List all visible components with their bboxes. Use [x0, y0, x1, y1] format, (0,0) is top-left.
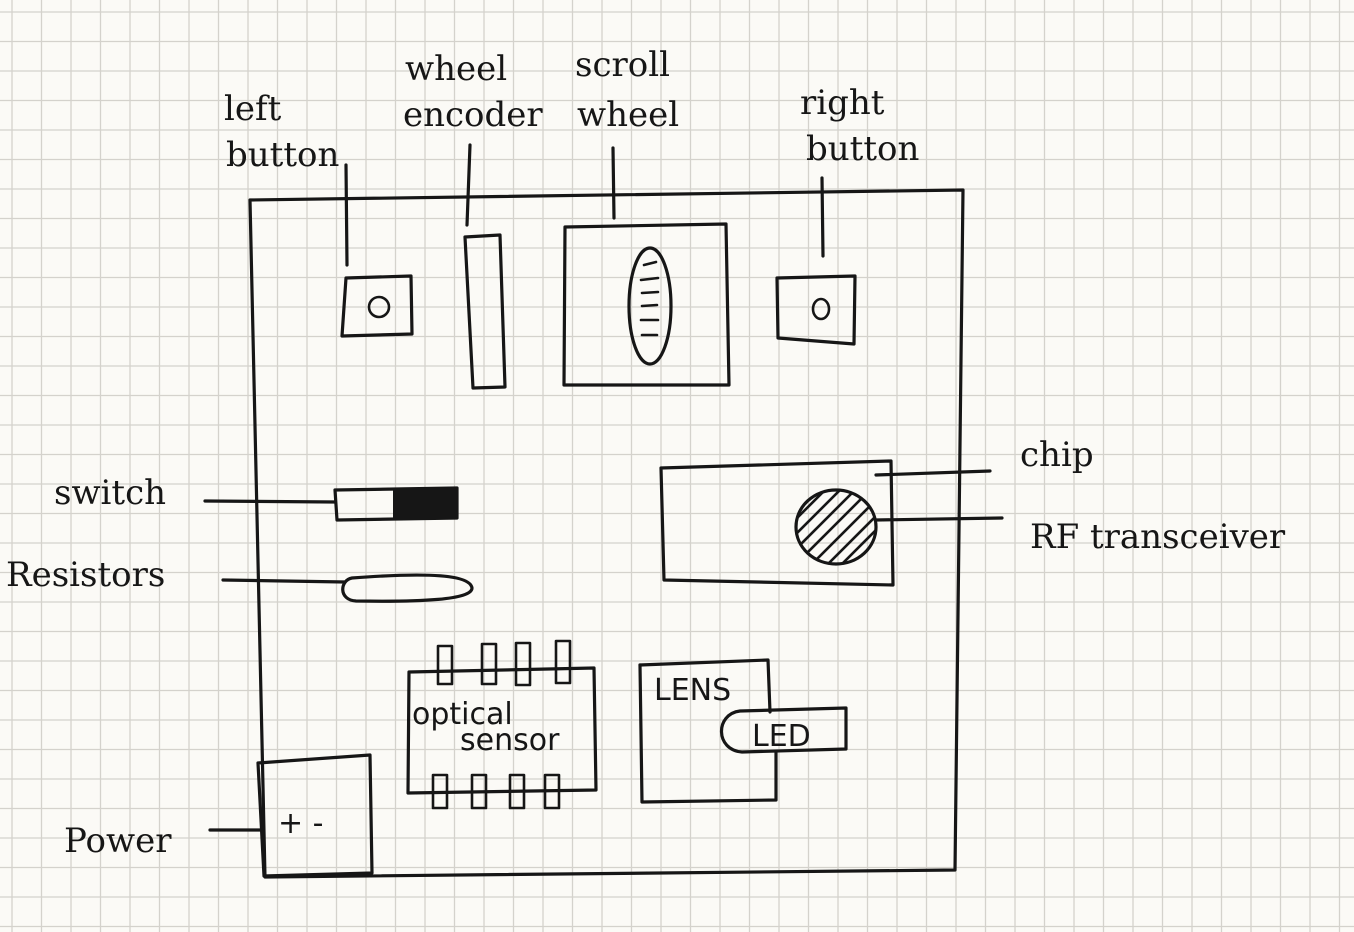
wheel-encoder-label-line1: wheel [405, 49, 507, 89]
scroll-wheel-label-line1: scroll [575, 45, 670, 85]
scroll-wheel-label-line2: wheel [577, 95, 679, 135]
led-label: LED [752, 719, 811, 754]
switch [203, 486, 459, 522]
lens-label: LENS [654, 673, 731, 708]
right-button [775, 176, 857, 346]
optical-sensor-label-line2: sensor [460, 723, 560, 758]
scroll-wheel [562, 146, 731, 387]
power-battery [208, 753, 374, 878]
left-button-label-line2: button [226, 135, 339, 175]
lens [638, 658, 778, 804]
wheel-encoder [463, 143, 507, 390]
resistors-label: Resistors [6, 555, 165, 595]
left-button-label-line1: left [224, 89, 282, 129]
left-button [340, 163, 414, 338]
wheel-encoder-label-line2: encoder [403, 95, 543, 135]
board-outline [248, 188, 965, 879]
switch-label: switch [54, 473, 166, 513]
power-label: Power [64, 821, 172, 861]
optical-sensor-label-line1: optical [412, 697, 513, 732]
battery-terminals-label: + - [278, 806, 324, 841]
resistors [221, 573, 474, 603]
rf-transceiver-label: RF transceiver [1030, 517, 1286, 557]
rf-transceiver [794, 488, 1004, 566]
led [719, 706, 848, 754]
right-button-label-line1: right [800, 83, 885, 123]
chip [659, 459, 992, 587]
chip-label: chip [1020, 435, 1094, 475]
optical-sensor [406, 639, 598, 810]
right-button-label-line2: button [806, 129, 919, 169]
